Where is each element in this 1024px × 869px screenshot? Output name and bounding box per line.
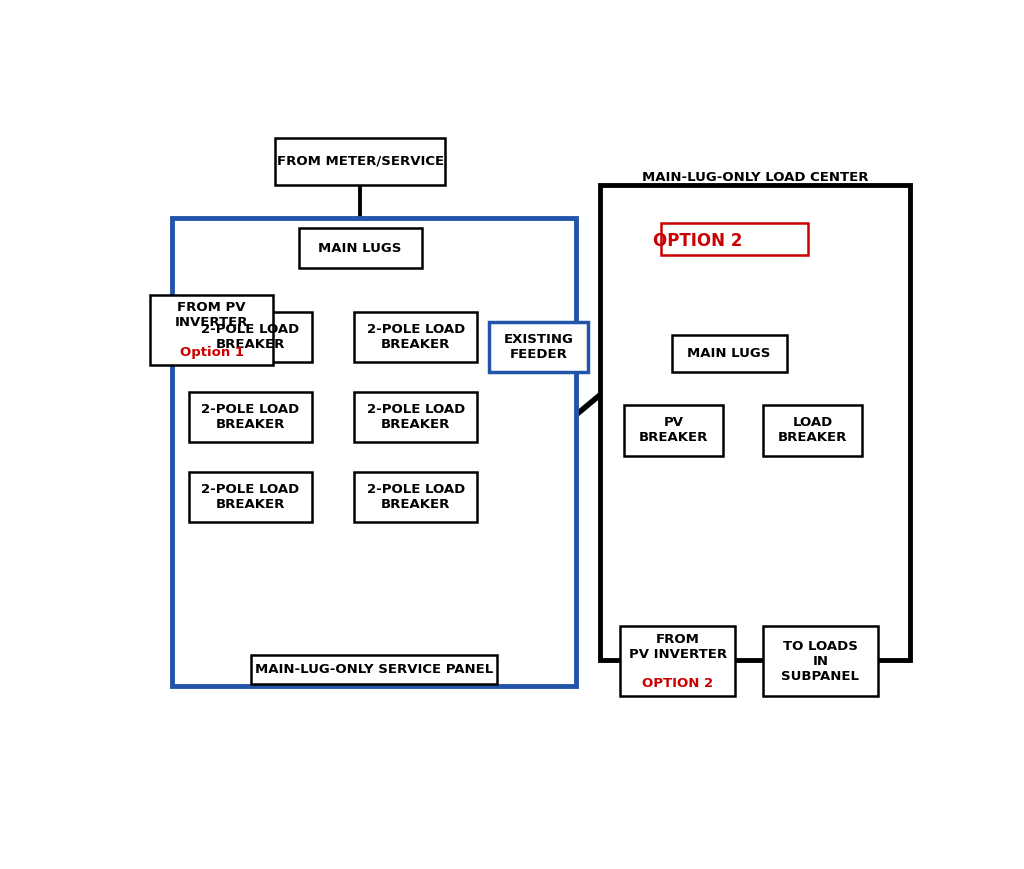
- FancyBboxPatch shape: [189, 312, 312, 362]
- Text: OPTION 2: OPTION 2: [642, 677, 713, 690]
- Text: PV
BREAKER: PV BREAKER: [639, 416, 709, 444]
- Text: 2-POLE LOAD
BREAKER: 2-POLE LOAD BREAKER: [367, 483, 465, 511]
- Text: MAIN-LUG-ONLY SERVICE PANEL: MAIN-LUG-ONLY SERVICE PANEL: [255, 663, 494, 676]
- Text: FROM METER/SERVICE: FROM METER/SERVICE: [276, 155, 443, 168]
- Text: EXISTING
FEEDER: EXISTING FEEDER: [504, 333, 573, 361]
- FancyBboxPatch shape: [763, 627, 878, 696]
- FancyBboxPatch shape: [763, 406, 862, 455]
- Text: FROM
PV INVERTER: FROM PV INVERTER: [629, 633, 727, 660]
- FancyBboxPatch shape: [299, 228, 422, 269]
- FancyBboxPatch shape: [189, 473, 312, 522]
- Text: FROM PV
INVERTER: FROM PV INVERTER: [175, 302, 249, 329]
- Text: 2-POLE LOAD
BREAKER: 2-POLE LOAD BREAKER: [202, 403, 300, 431]
- FancyBboxPatch shape: [274, 137, 445, 184]
- Text: MAIN LUGS: MAIN LUGS: [687, 347, 771, 360]
- FancyBboxPatch shape: [151, 295, 273, 365]
- FancyBboxPatch shape: [624, 406, 723, 455]
- Text: Option 1: Option 1: [180, 346, 244, 359]
- FancyBboxPatch shape: [172, 218, 577, 687]
- FancyBboxPatch shape: [662, 222, 808, 255]
- Text: OPTION 2: OPTION 2: [653, 232, 742, 250]
- FancyBboxPatch shape: [354, 312, 477, 362]
- Text: 2-POLE LOAD
BREAKER: 2-POLE LOAD BREAKER: [367, 322, 465, 351]
- Text: MAIN-LUG-ONLY LOAD CENTER: MAIN-LUG-ONLY LOAD CENTER: [642, 171, 868, 184]
- Text: TO LOADS
IN
SUBPANEL: TO LOADS IN SUBPANEL: [781, 640, 859, 683]
- Text: 2-POLE LOAD
BREAKER: 2-POLE LOAD BREAKER: [367, 403, 465, 431]
- FancyBboxPatch shape: [189, 392, 312, 442]
- FancyBboxPatch shape: [620, 627, 735, 696]
- FancyBboxPatch shape: [600, 184, 909, 660]
- Text: 2-POLE LOAD
BREAKER: 2-POLE LOAD BREAKER: [202, 483, 300, 511]
- FancyBboxPatch shape: [251, 655, 497, 685]
- FancyBboxPatch shape: [354, 392, 477, 442]
- FancyBboxPatch shape: [672, 335, 786, 372]
- FancyBboxPatch shape: [354, 473, 477, 522]
- FancyBboxPatch shape: [489, 322, 588, 372]
- Text: LOAD
BREAKER: LOAD BREAKER: [778, 416, 847, 444]
- Text: MAIN LUGS: MAIN LUGS: [318, 242, 401, 255]
- Text: 2-POLE LOAD
BREAKER: 2-POLE LOAD BREAKER: [202, 322, 300, 351]
